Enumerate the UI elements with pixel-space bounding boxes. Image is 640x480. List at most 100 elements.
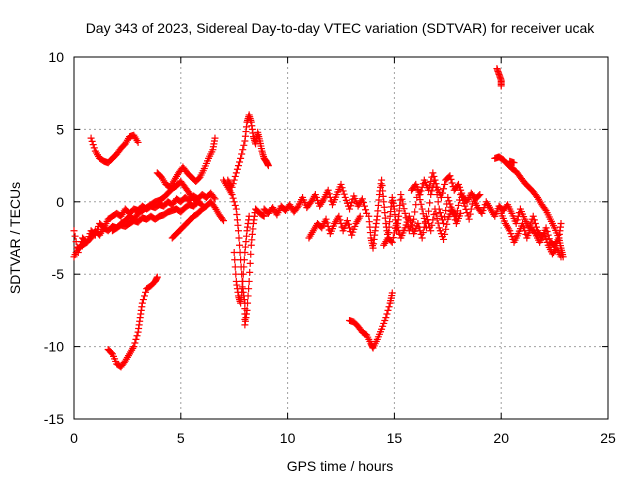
data-point — [70, 227, 78, 235]
data-point — [457, 209, 465, 217]
data-point — [425, 186, 433, 194]
data-point — [405, 212, 413, 220]
data-point — [401, 209, 409, 217]
data-point — [394, 223, 402, 231]
data-point — [393, 220, 401, 228]
data-point — [346, 205, 354, 213]
data-point — [541, 205, 549, 213]
data-point — [417, 187, 425, 195]
data-point — [130, 343, 138, 351]
data-point — [134, 138, 142, 146]
data-point — [530, 216, 538, 224]
data-point — [240, 256, 248, 264]
data-point — [133, 332, 141, 340]
data-point — [245, 212, 253, 220]
data-point — [475, 192, 483, 200]
data-point — [362, 206, 370, 214]
data-point — [359, 199, 367, 207]
data-point — [465, 215, 473, 223]
data-point — [434, 219, 442, 227]
data-point — [360, 202, 368, 210]
data-point — [441, 180, 449, 188]
data-point — [247, 250, 255, 258]
data-point — [218, 215, 226, 223]
data-point — [520, 223, 528, 231]
data-point — [90, 144, 98, 152]
data-point — [245, 285, 253, 293]
data-point — [461, 202, 469, 210]
data-point — [211, 195, 219, 203]
data-point — [387, 237, 395, 245]
data-point — [418, 205, 426, 213]
data-point — [447, 175, 455, 183]
data-point — [356, 212, 364, 220]
data-point — [244, 292, 252, 300]
data-point — [390, 229, 398, 237]
data-point — [347, 202, 355, 210]
data-point — [406, 217, 414, 225]
data-point — [437, 212, 445, 220]
y-tick-label: 10 — [48, 49, 64, 65]
data-point — [445, 197, 453, 205]
x-tick-label: 15 — [387, 430, 403, 446]
x-tick-label: 5 — [177, 430, 185, 446]
data-point — [557, 253, 565, 261]
data-point — [454, 201, 462, 209]
x-tick-label: 20 — [493, 430, 509, 446]
data-point — [231, 263, 239, 271]
data-point — [438, 189, 446, 197]
data-point — [418, 234, 426, 242]
data-point — [323, 219, 331, 227]
data-point — [228, 183, 236, 191]
data-point — [234, 162, 242, 170]
data-point — [322, 215, 330, 223]
data-point — [236, 241, 244, 249]
data-point — [232, 169, 240, 177]
data-point — [399, 200, 407, 208]
data-point — [230, 198, 238, 206]
data-point — [211, 134, 219, 142]
data-point — [446, 200, 454, 208]
axis-ticks: 0 5 10 15 20 25 -15 -10 -5 0 5 10 — [44, 49, 616, 446]
data-point — [513, 216, 521, 224]
data-points — [70, 65, 567, 371]
data-point — [239, 277, 247, 285]
data-point — [264, 162, 272, 170]
data-point — [427, 178, 435, 186]
x-tick-label: 10 — [280, 430, 296, 446]
data-point — [238, 150, 246, 158]
data-point — [422, 212, 430, 220]
data-point — [398, 195, 406, 203]
data-point — [434, 198, 442, 206]
data-point — [233, 165, 241, 173]
data-point — [138, 299, 146, 307]
data-point — [426, 199, 434, 207]
data-point — [466, 210, 474, 218]
data-point — [346, 224, 354, 232]
data-point — [243, 306, 251, 314]
plot-area-frame — [73, 56, 609, 420]
data-point — [340, 190, 348, 198]
data-point — [229, 180, 237, 188]
data-point — [427, 191, 435, 199]
data-point — [231, 172, 239, 180]
data-point — [432, 180, 440, 188]
data-point — [431, 176, 439, 184]
data-point — [244, 299, 252, 307]
data-point — [448, 179, 456, 187]
data-point — [228, 191, 236, 199]
data-point — [444, 193, 452, 201]
y-tick-label: -10 — [44, 339, 64, 355]
data-point — [235, 234, 243, 242]
data-point — [440, 185, 448, 193]
data-point — [236, 158, 244, 166]
data-point — [467, 205, 475, 213]
data-point — [335, 212, 343, 220]
data-point — [529, 212, 537, 220]
data-point — [240, 263, 248, 271]
data-point — [71, 232, 79, 240]
data-point — [88, 137, 96, 145]
y-tick-label: -5 — [52, 266, 65, 282]
data-point — [512, 220, 520, 228]
